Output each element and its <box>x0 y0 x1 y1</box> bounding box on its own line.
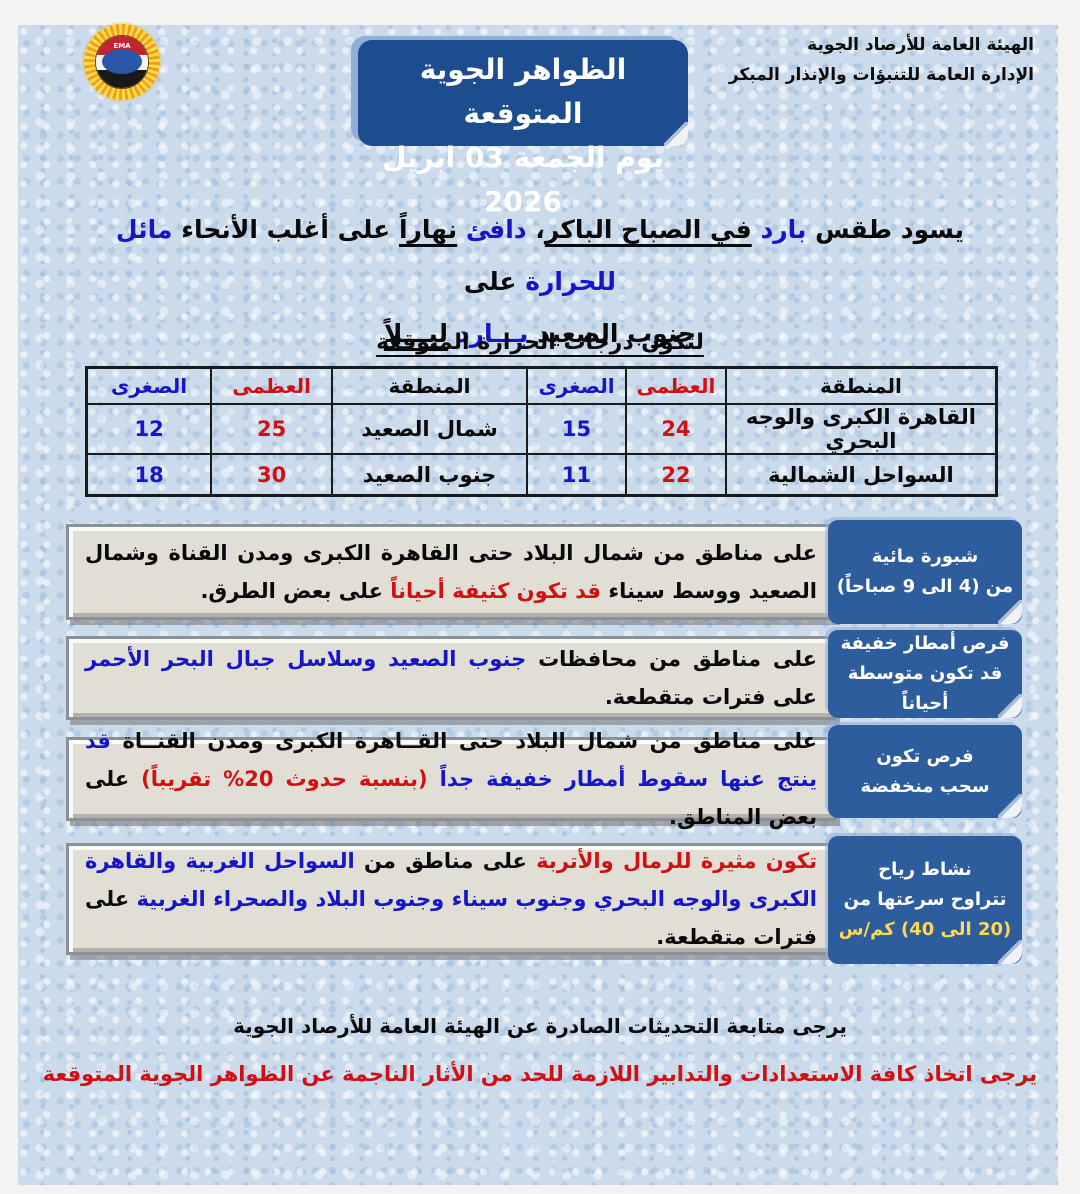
fog-label: شبورة مائية من (4 الى 9 صباحاً) <box>828 520 1022 624</box>
low-clouds-label: فرص تكون سحب منخفضة <box>828 725 1022 818</box>
max-temp-cell: 30 <box>210 453 333 497</box>
department-name: الإدارة العامة للتنبؤات والإنذار المبكر <box>728 65 1034 85</box>
region-cell: جنوب الصعيد <box>330 453 529 497</box>
logo-white-band <box>96 49 148 75</box>
rain-body-panel: على مناطق من محافظات جنوب الصعيد وسلاسل … <box>66 636 836 720</box>
cloud-icon <box>102 49 142 75</box>
weather-summary: يسود طقس بارد في الصباح الباكر، دافئ نها… <box>90 204 990 360</box>
summary-line-2: جنوب الصعيد بـــارد ليـــلاً <box>383 319 697 348</box>
temperature-table: المنطقة العظمى الصغرى المنطقة العظمى الص… <box>85 366 998 497</box>
region-cell: القاهرة الكبرى والوجه البحري <box>724 403 998 455</box>
header-min: الصغرى <box>526 366 627 405</box>
min-temp-cell: 18 <box>85 453 213 497</box>
region-cell: شمال الصعيد <box>330 403 529 455</box>
agency-header: الهيئة العامة للأرصاد الجوية الإدارة الع… <box>729 30 1034 90</box>
header-region: المنطقة <box>330 366 529 405</box>
table-row: القاهرة الكبرى والوجه البحري 24 15 شمال … <box>85 403 998 455</box>
fog-body-text: على مناطق من شمال البلاد حتى القاهرة الك… <box>85 541 817 603</box>
max-temp-cell: 24 <box>624 403 727 455</box>
footer-note-follow-updates: يرجى متابعة التحديثات الصادرة عن الهيئة … <box>233 1014 847 1038</box>
table-row: السواحل الشمالية 22 11 جنوب الصعيد 30 18 <box>85 453 998 497</box>
min-temp-cell: 11 <box>526 453 627 497</box>
footer-note-precautions: يرجى اتخاذ كافة الاستعدادات والتدابير ال… <box>42 1062 1038 1086</box>
logo-red-band: EMA <box>96 36 148 55</box>
max-temp-cell: 25 <box>210 403 333 455</box>
flag-roundel-icon: EMA <box>95 35 149 89</box>
min-temp-cell: 12 <box>85 403 213 455</box>
logo-black-band <box>96 70 148 88</box>
max-temp-cell: 22 <box>624 453 727 497</box>
header-max: العظمى <box>624 366 727 405</box>
header-min: الصغرى <box>85 366 213 405</box>
wind-body-text: تكون مثيرة للرمال والأتربة على مناطق من … <box>85 849 817 949</box>
bulletin-date: يوم الجمعة 03 ابريل 2026 <box>382 141 664 218</box>
min-temp-cell: 15 <box>526 403 627 455</box>
wind-body-panel: تكون مثيرة للرمال والأتربة على مناطق من … <box>66 843 836 955</box>
region-cell: السواحل الشمالية <box>724 453 998 497</box>
rain-body-text: على مناطق من محافظات جنوب الصعيد وسلاسل … <box>85 647 817 709</box>
temperature-table-title: لتكون درجات الحرارة المتوقعة <box>376 330 704 355</box>
agency-name: الهيئة العامة للأرصاد الجوية <box>807 35 1034 55</box>
header-region: المنطقة <box>724 366 998 405</box>
low-clouds-body-panel: على مناطق من شمال البلاد حتى القــاهرة ا… <box>66 729 836 829</box>
summary-line-1: يسود طقس بارد في الصباح الباكر، دافئ نها… <box>115 215 965 296</box>
header-max: العظمى <box>210 366 333 405</box>
ema-sun-flag-logo: EMA <box>84 24 160 100</box>
table-header-row: المنطقة العظمى الصغرى المنطقة العظمى الص… <box>85 366 998 405</box>
bulletin-title: الظواهر الجوية المتوقعة <box>419 53 627 130</box>
wind-label: نشاط رياح تتراوح سرعتها من (20 الى 40) كم/… <box>828 836 1022 964</box>
low-clouds-body-text: على مناطق من شمال البلاد حتى القــاهرة ا… <box>85 729 817 829</box>
rain-label: فرص أمطار خفيفة قد تكون متوسطة أحياناً <box>828 630 1022 718</box>
bulletin-title-box: الظواهر الجوية المتوقعة يوم الجمعة 03 اب… <box>358 40 688 218</box>
fog-body-panel: على مناطق من شمال البلاد حتى القاهرة الك… <box>66 524 836 620</box>
